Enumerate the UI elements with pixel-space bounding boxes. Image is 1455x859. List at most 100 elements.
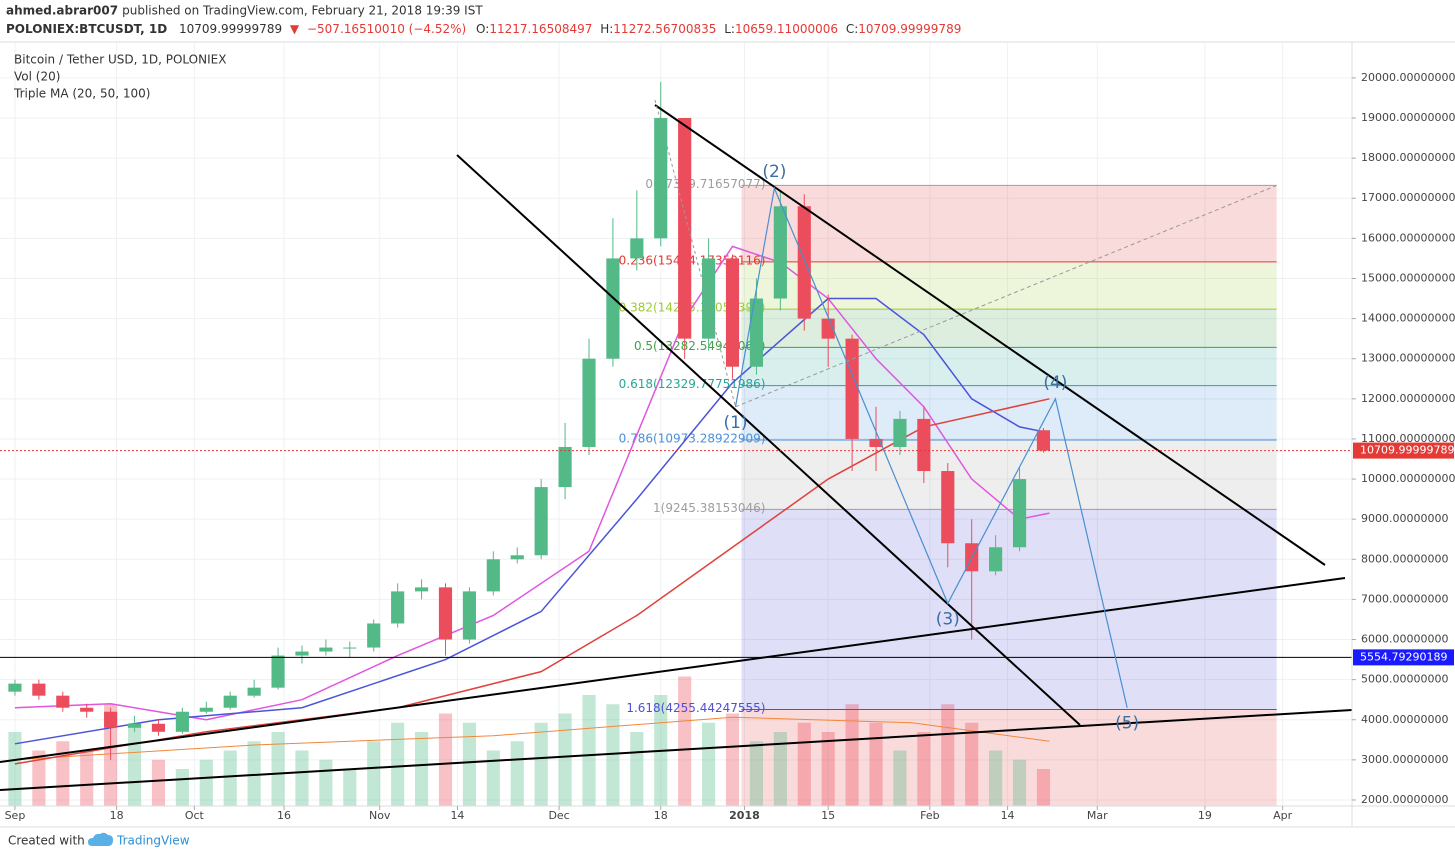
ohlc-label: O: <box>476 22 489 36</box>
candle-body <box>725 258 740 367</box>
fib-band <box>741 709 1277 806</box>
fib-label: 0(17319.71657077) <box>645 177 765 191</box>
candle-body <box>343 647 357 649</box>
ohlc-value: 10709.99999789 <box>858 22 961 36</box>
candle-body <box>175 711 189 732</box>
footer-brand[interactable]: TradingView <box>116 834 190 848</box>
logo[interactable] <box>88 832 113 846</box>
fib-band <box>741 385 1277 441</box>
candle-body <box>917 418 931 472</box>
footer-created: Created with <box>8 834 85 848</box>
volume-bar <box>558 713 572 806</box>
volume-bar <box>32 750 46 806</box>
candle-body <box>702 258 716 339</box>
volume-bar <box>1012 759 1027 806</box>
y-tick-label: 8000.00000000 <box>1361 552 1448 565</box>
volume-bar <box>582 695 596 806</box>
volume-bar <box>630 732 644 806</box>
y-tick-label: 13000.00000000 <box>1361 352 1455 365</box>
volume-bar <box>869 722 883 806</box>
candle-body <box>319 647 333 652</box>
y-tick-label: 20000.00000000 <box>1361 71 1455 84</box>
volume-bar <box>462 722 476 806</box>
candle-body <box>367 623 381 648</box>
volume-bar <box>295 750 309 806</box>
volume-bar <box>343 769 357 806</box>
candle-body <box>1012 479 1027 548</box>
candle-body <box>8 683 22 692</box>
plot-area: 0(17319.71657077)0.236(15414.17350116)0.… <box>0 43 1352 806</box>
candle-body <box>127 723 142 728</box>
y-tick-label: 3000.00000000 <box>1361 753 1448 766</box>
volume-bar <box>8 732 22 806</box>
fib-label: 1.618(4255.44247555) <box>626 701 765 715</box>
y-tick-label: 9000.00000000 <box>1361 512 1448 525</box>
volume-bar <box>678 676 692 806</box>
volume-bar <box>606 704 620 806</box>
volume-bar <box>725 713 740 806</box>
wave-label: (1) <box>723 413 747 433</box>
trend-line <box>0 577 1346 763</box>
x-tick-label: 15 <box>821 809 835 822</box>
author[interactable]: ahmed.abrar007 <box>6 4 118 18</box>
x-tick-label: Oct <box>185 809 205 822</box>
volume-bar <box>1036 769 1051 806</box>
volume-bar <box>175 769 189 806</box>
change: −507.16510010 (−4.52%) <box>307 22 466 36</box>
candle-body <box>295 651 309 656</box>
volume-bar <box>965 722 979 806</box>
legend-symbol[interactable]: Bitcoin / Tether USD, 1D, POLONIEX <box>14 53 226 67</box>
candle-body <box>582 358 596 447</box>
y-tick-label: 16000.00000000 <box>1361 231 1455 244</box>
y-tick-label: 15000.00000000 <box>1361 271 1455 284</box>
published: published on TradingView.com, February 2… <box>122 4 483 18</box>
last-price: 10709.99999789 <box>179 22 282 36</box>
x-tick-label: 19 <box>1198 809 1212 822</box>
price-label-box <box>1353 442 1454 459</box>
legend-ma[interactable]: Triple MA (20, 50, 100) <box>13 87 150 101</box>
fib-band <box>741 509 1277 710</box>
volume-bar <box>893 750 907 806</box>
legend-volume[interactable]: Vol (20) <box>14 70 60 84</box>
y-tick-label: 11000.00000000 <box>1361 432 1455 445</box>
arrow: ▼ <box>290 22 300 36</box>
volume-bar <box>199 759 213 806</box>
volume-bar <box>367 741 381 806</box>
wave-label: (3) <box>936 609 960 629</box>
header-line: POLONIEX:BTCUSDT, 1D 10709.99999789 ▼ −5… <box>6 22 961 36</box>
trend-line <box>456 154 1081 726</box>
volume-bar <box>917 732 931 806</box>
candle-body <box>941 471 955 544</box>
x-tick-label: 16 <box>277 809 291 822</box>
volume-bar <box>80 750 94 806</box>
price-label: 10709.99999789 <box>1360 444 1454 457</box>
x-tick-label: 2018 <box>729 809 760 822</box>
fib-band <box>741 185 1277 262</box>
candle-body <box>654 118 668 239</box>
volume-ma <box>14 716 1050 761</box>
y-tick-label: 10000.00000000 <box>1361 472 1455 485</box>
wave-label: (5) <box>1115 714 1139 734</box>
candle-body <box>869 438 883 447</box>
candle-body <box>606 258 620 359</box>
candle-body <box>989 547 1003 572</box>
x-tick-label: 14 <box>450 809 464 822</box>
ohlc-value: 11272.56700835 <box>613 22 716 36</box>
volume-bar <box>223 750 237 806</box>
wave-label: (2) <box>762 162 786 182</box>
volume-bar <box>534 722 548 806</box>
candle-body <box>893 418 907 447</box>
candle-body <box>630 238 644 259</box>
volume-bar <box>797 722 811 806</box>
y-tick-label: 17000.00000000 <box>1361 191 1455 204</box>
candle-body <box>438 587 453 640</box>
moving-average <box>14 297 1050 745</box>
wave-path <box>734 186 1128 708</box>
volume-bar <box>438 713 453 806</box>
ohlc-value: 11217.16508497 <box>489 22 592 36</box>
volume-bar <box>247 741 261 806</box>
volume-bar <box>486 750 500 806</box>
x-tick-label: Mar <box>1087 809 1108 822</box>
